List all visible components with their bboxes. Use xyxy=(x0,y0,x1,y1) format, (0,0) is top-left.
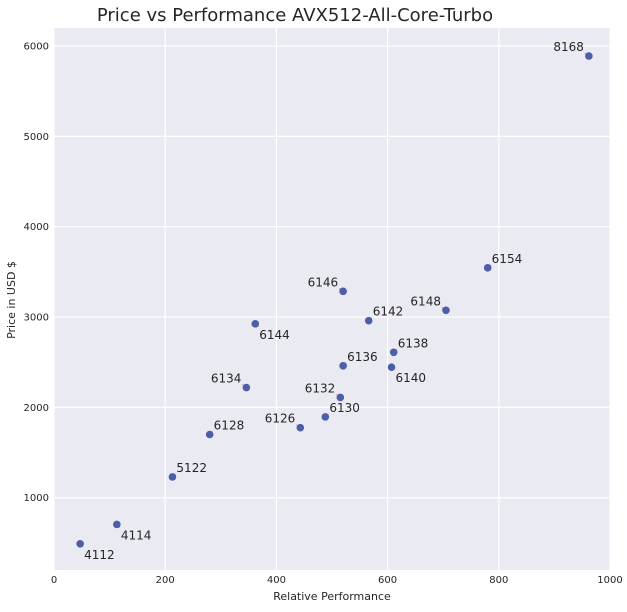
chart-title: Price vs Performance AVX512-All-Core-Tur… xyxy=(97,5,493,26)
x-tick-label: 800 xyxy=(489,575,508,586)
point-label-4112: 4112 xyxy=(84,548,115,562)
y-tick-label: 6000 xyxy=(24,42,49,53)
point-6128 xyxy=(205,430,214,439)
point-6142 xyxy=(364,316,373,325)
point-6130 xyxy=(321,413,330,421)
point-label-6154: 6154 xyxy=(492,252,523,266)
point-label-6134: 6134 xyxy=(211,372,242,386)
point-4112 xyxy=(76,540,84,548)
point-label-6144: 6144 xyxy=(259,328,290,342)
x-tick-labels: 0 200 400 600 800 1000 xyxy=(51,575,623,586)
x-tick-label: 1000 xyxy=(597,575,622,586)
grid-lines xyxy=(53,28,611,570)
point-6144 xyxy=(251,320,260,328)
x-tick-label: 200 xyxy=(156,575,175,586)
x-tick-label: 0 xyxy=(51,575,57,586)
point-label-6146: 6146 xyxy=(308,275,339,289)
point-label-6128: 6128 xyxy=(214,419,245,433)
y-tick-label: 3000 xyxy=(24,313,49,324)
x-axis-label: Relative Performance xyxy=(273,590,391,603)
point-6134 xyxy=(242,383,251,392)
point-6136 xyxy=(339,362,347,370)
point-6146 xyxy=(339,287,347,296)
point-4114 xyxy=(113,520,121,529)
y-tick-label: 4000 xyxy=(24,222,49,233)
y-tick-labels: 1000 2000 3000 4000 5000 6000 xyxy=(24,42,49,505)
point-label-8168: 8168 xyxy=(553,40,584,54)
point-5122 xyxy=(168,473,177,481)
point-6148 xyxy=(442,306,450,315)
point-label-4114: 4114 xyxy=(121,528,152,542)
x-tick-label: 400 xyxy=(267,575,286,586)
point-label-5122: 5122 xyxy=(176,461,207,475)
point-6140 xyxy=(387,363,396,372)
point-label-6140: 6140 xyxy=(395,371,426,385)
point-6154 xyxy=(483,264,492,272)
y-tick-label: 1000 xyxy=(24,493,49,504)
data-labels: 4112 4114 5122 6128 6126 6130 6132 6134 6136 6138… xyxy=(84,40,584,562)
point-6132 xyxy=(336,393,345,402)
data-points xyxy=(76,52,593,548)
point-label-6138: 6138 xyxy=(398,336,429,350)
y-axis-label: Price in USD $ xyxy=(5,261,18,339)
point-label-6142: 6142 xyxy=(373,305,404,319)
point-label-6130: 6130 xyxy=(329,401,360,415)
point-6138 xyxy=(389,348,398,357)
plot-area xyxy=(54,28,610,570)
y-tick-label: 5000 xyxy=(24,132,49,143)
point-label-6132: 6132 xyxy=(305,381,336,395)
x-tick-label: 600 xyxy=(378,575,397,586)
point-label-6136: 6136 xyxy=(347,350,378,364)
point-label-6126: 6126 xyxy=(265,412,296,426)
y-tick-label: 2000 xyxy=(24,403,49,414)
point-label-6148: 6148 xyxy=(410,294,441,308)
point-8168 xyxy=(585,52,593,60)
point-6126 xyxy=(296,423,305,432)
